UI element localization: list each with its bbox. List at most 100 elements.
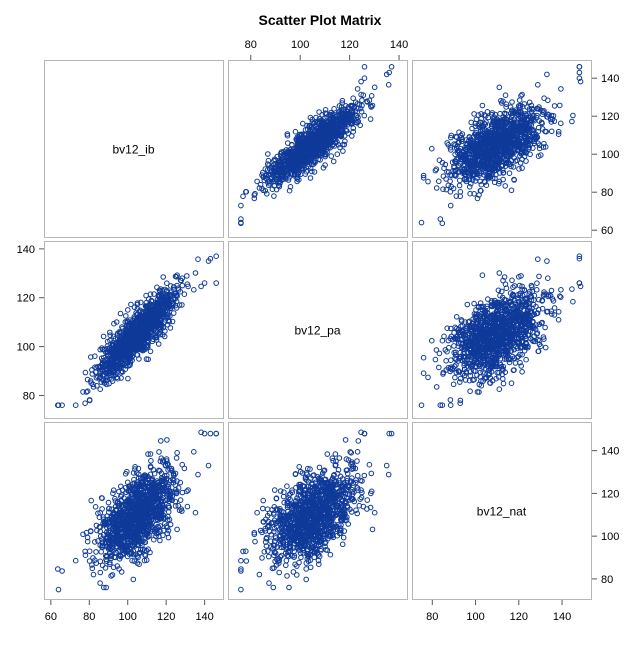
scatter-point <box>558 287 564 293</box>
scatter-point <box>164 280 170 287</box>
scatter-point <box>576 69 583 76</box>
scatter-point <box>544 71 550 78</box>
scatter-point <box>439 337 446 344</box>
scatter-point <box>482 179 488 185</box>
scatter-point <box>311 158 318 164</box>
scatter-point <box>334 126 341 133</box>
scatter-point <box>318 137 325 143</box>
scatter-point <box>309 168 315 175</box>
scatter-point <box>457 177 463 184</box>
scatter-point <box>472 178 479 184</box>
scatter-point <box>453 314 460 320</box>
scatter-point <box>368 104 375 110</box>
scatter-point <box>523 158 529 164</box>
scatter-point <box>259 172 265 178</box>
scatter-point <box>448 183 455 190</box>
variable-label-bv12_nat: bv12_nat <box>477 505 527 519</box>
scatter-point <box>385 82 392 88</box>
scatter-point <box>429 145 435 152</box>
scatter-point <box>479 102 486 109</box>
scatter-panel-bv12_nat-vs-bv12_ib <box>55 429 219 593</box>
scatter-point <box>420 354 427 361</box>
scatter-point <box>542 324 548 331</box>
scatter-point <box>457 189 464 195</box>
scatter-point <box>339 97 346 104</box>
scatter-point <box>264 191 270 197</box>
scatter-point <box>509 277 515 284</box>
scatter-point <box>288 158 295 164</box>
scatter-point <box>440 173 447 179</box>
scatter-point <box>350 128 357 135</box>
scatter-point <box>466 184 473 190</box>
scatter-point <box>306 145 312 151</box>
panel-frame-0-2 <box>412 60 592 238</box>
scatter-point <box>179 282 186 289</box>
scatter-point <box>280 158 287 164</box>
scatter-point <box>340 148 346 154</box>
scatter-point <box>315 142 321 148</box>
scatter-point <box>117 310 124 317</box>
scatter-panel-bv12_pa-vs-bv12_ib <box>55 253 219 409</box>
scatter-point <box>471 300 477 307</box>
scatter-point <box>291 173 298 179</box>
scatter-point <box>433 384 440 390</box>
scatter-point <box>496 270 503 276</box>
scatter-point <box>545 97 551 104</box>
scatter-point <box>320 165 327 171</box>
scatter-point <box>500 169 507 176</box>
scatter-point <box>334 151 341 157</box>
scatter-point <box>337 144 343 151</box>
scatter-point <box>294 151 300 158</box>
scatter-point <box>310 159 317 165</box>
scatter-point <box>519 165 525 171</box>
scatter-point <box>292 128 299 135</box>
panel-frame-0-0 <box>44 60 224 238</box>
scatter-point <box>569 118 575 125</box>
scatter-panel-bv12_pa-vs-bv12_nat <box>418 253 584 409</box>
scatter-point <box>310 161 317 167</box>
scatter-point <box>355 118 362 125</box>
scatter-point <box>361 64 368 70</box>
scatter-point <box>240 193 246 200</box>
scatter-point <box>184 273 190 279</box>
scatter-point <box>321 146 328 153</box>
scatter-point <box>342 110 349 117</box>
scatter-point <box>254 178 260 185</box>
scatter-point <box>481 112 488 118</box>
scatter-point <box>478 111 485 117</box>
panel-frame-1-2 <box>412 241 592 419</box>
scatter-point <box>555 131 562 137</box>
scatter-point <box>307 123 313 129</box>
scatter-point <box>508 157 515 164</box>
scatter-panel-bv12_ib-vs-bv12_pa <box>238 64 395 227</box>
scatter-point <box>467 190 473 197</box>
scatter-point <box>346 116 353 122</box>
scatter-point <box>354 86 361 92</box>
scatter-point <box>341 141 348 148</box>
scatter-point <box>576 64 583 70</box>
scatter-point <box>388 64 395 70</box>
scatter-point <box>510 164 517 170</box>
scatter-point <box>506 170 513 176</box>
scatter-point <box>492 175 498 182</box>
scatter-point <box>535 153 542 159</box>
scatter-point <box>544 258 550 264</box>
variable-label-bv12_ib: bv12_ib <box>112 143 154 157</box>
scatter-point <box>558 120 564 127</box>
scatter-point <box>160 274 166 280</box>
scatter-point <box>433 185 440 191</box>
scatter-point <box>330 158 337 165</box>
scatter-point <box>383 71 390 78</box>
chart-title: Scatter Plot Matrix <box>259 12 382 28</box>
scatter-point <box>331 117 337 123</box>
scatter-point <box>548 287 555 294</box>
scatter-point <box>308 141 315 147</box>
scatter-point <box>283 150 290 157</box>
scatter-point <box>512 360 519 366</box>
scatter-point <box>366 97 373 104</box>
scatter-point <box>570 112 576 119</box>
scatter-point <box>72 402 79 409</box>
scatter-point <box>323 124 330 130</box>
scatter-point <box>536 145 543 152</box>
scatter-point <box>475 112 482 118</box>
